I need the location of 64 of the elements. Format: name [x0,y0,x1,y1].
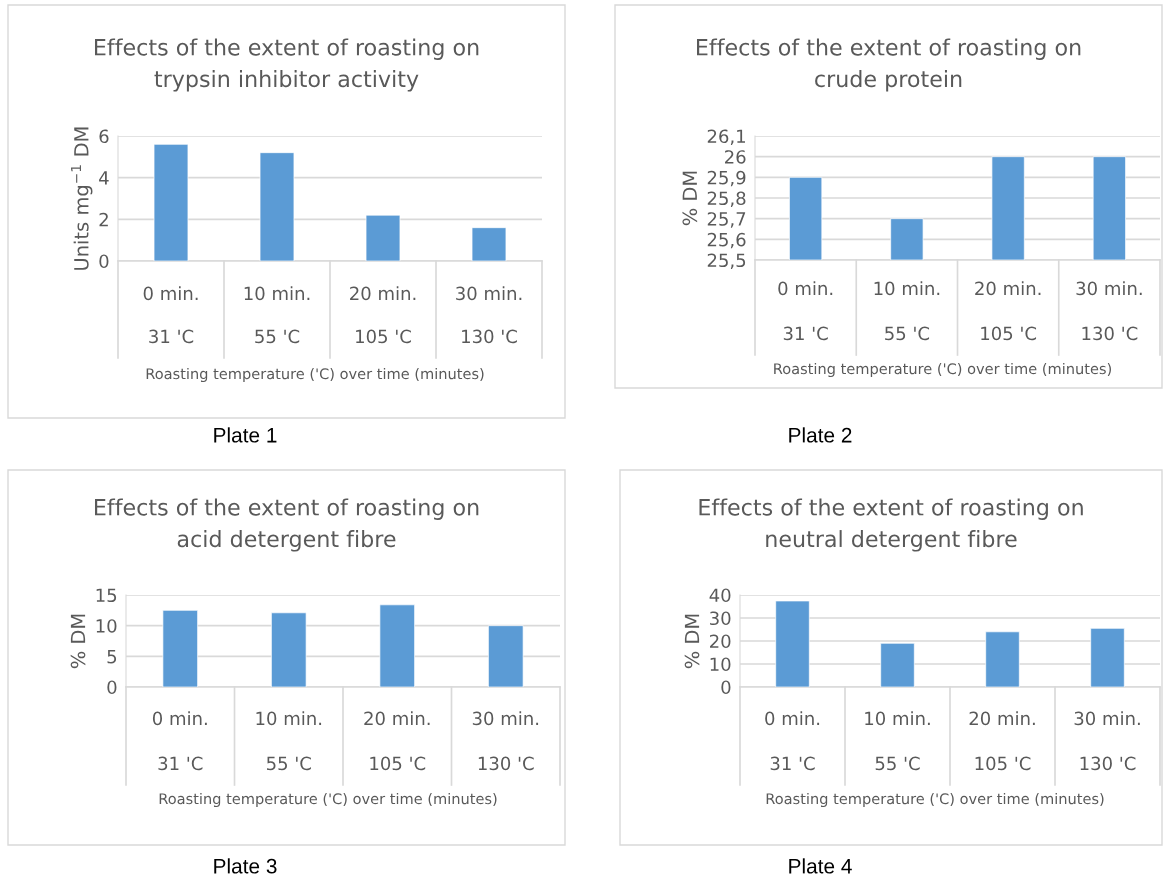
y-tick-label: 25,9 [707,170,746,187]
y-tick-label: 30 [710,611,731,626]
y-tick-label: 25,6 [707,232,746,249]
y-axis-title: % DM [70,614,86,669]
x-axis-title: Roasting temperature ('C) over time (minutes) [766,792,1104,808]
bar [880,642,915,687]
chart-title: Effects of the extent of roasting on crude protein [697,38,1081,92]
y-tick-label: 25,8 [707,191,746,207]
bar [365,214,401,261]
y-tick-label: 5 [107,650,117,664]
category-label: 10 min. 55 'C [874,281,940,341]
y-tick-label: 26,1 [707,129,745,145]
y-tick-label: 10 [96,619,117,633]
category-label: 30 min. 130 'C [1074,711,1140,771]
y-tick-label: 20 [710,634,731,649]
y-tick-label: 0 [721,680,731,695]
y-tick-label: 40 [709,588,731,603]
bar [379,604,415,687]
x-axis-title: Roasting temperature ('C) over time (minutes) [774,362,1111,378]
y-tick-label: 25,5 [707,253,746,269]
y-axis-title: Units mg$^{−1}$ DM [71,127,93,270]
bar [775,600,810,687]
text: Plate 2 [789,427,852,443]
y-tick-label: 26 [725,150,746,164]
y-tick-label: 15 [96,588,117,603]
category-label: 30 min. 130 'C [472,711,539,771]
category-label: 0 min. 31 'C [778,281,833,341]
category-label: 0 min. 31 'C [765,711,820,771]
category-label: 20 min. 105 'C [364,711,430,771]
category-label: 10 min. 55 'C [256,711,322,771]
y-tick-label: 6 [99,129,109,144]
bar [488,625,524,687]
bar [162,609,198,687]
text: Plate 1 [214,427,277,443]
y-tick-label: 0 [107,680,117,695]
y-tick-label: 25,7 [707,212,746,228]
bar [985,631,1020,687]
category-label: 20 min. 105 'C [975,281,1041,341]
category-label: 0 min. 31 'C [152,711,207,771]
y-axis-title: % DM [682,171,698,226]
category-label: 0 min. 31 'C [143,286,198,344]
chart-title: Effects of the extent of roasting on neutral detergent fibre [699,498,1083,552]
bar [153,143,189,261]
category-label: 30 min. 130 'C [1076,281,1142,341]
text: Plate 4 [789,858,852,874]
x-axis-title: Roasting temperature ('C) over time (minutes) [159,792,497,808]
y-tick-label: 10 [710,657,731,672]
text: Plate 3 [214,858,277,874]
category-label: 10 min. 55 'C [244,286,310,344]
y-tick-label: 2 [99,212,108,227]
y-tick-label: 0 [99,254,109,269]
bar [259,152,295,261]
category-label: 20 min. 105 'C [969,711,1035,771]
x-axis-title: Roasting temperature ('C) over time (minutes) [146,367,484,383]
bar [471,227,507,261]
bar [1090,628,1125,687]
category-label: 20 min. 105 'C [350,286,416,344]
category-label: 10 min. 55 'C [865,711,930,771]
category-label: 30 min. 130 'C [456,286,522,344]
chart-title: Effects of the extent of roasting on trypsin inhibitor activity [95,38,479,92]
y-tick-label: 4 [99,171,109,185]
bar [271,612,307,687]
y-axis-title: % DM [684,614,700,669]
chart-title: Effects of the extent of roasting on acid detergent fibre [95,498,479,552]
